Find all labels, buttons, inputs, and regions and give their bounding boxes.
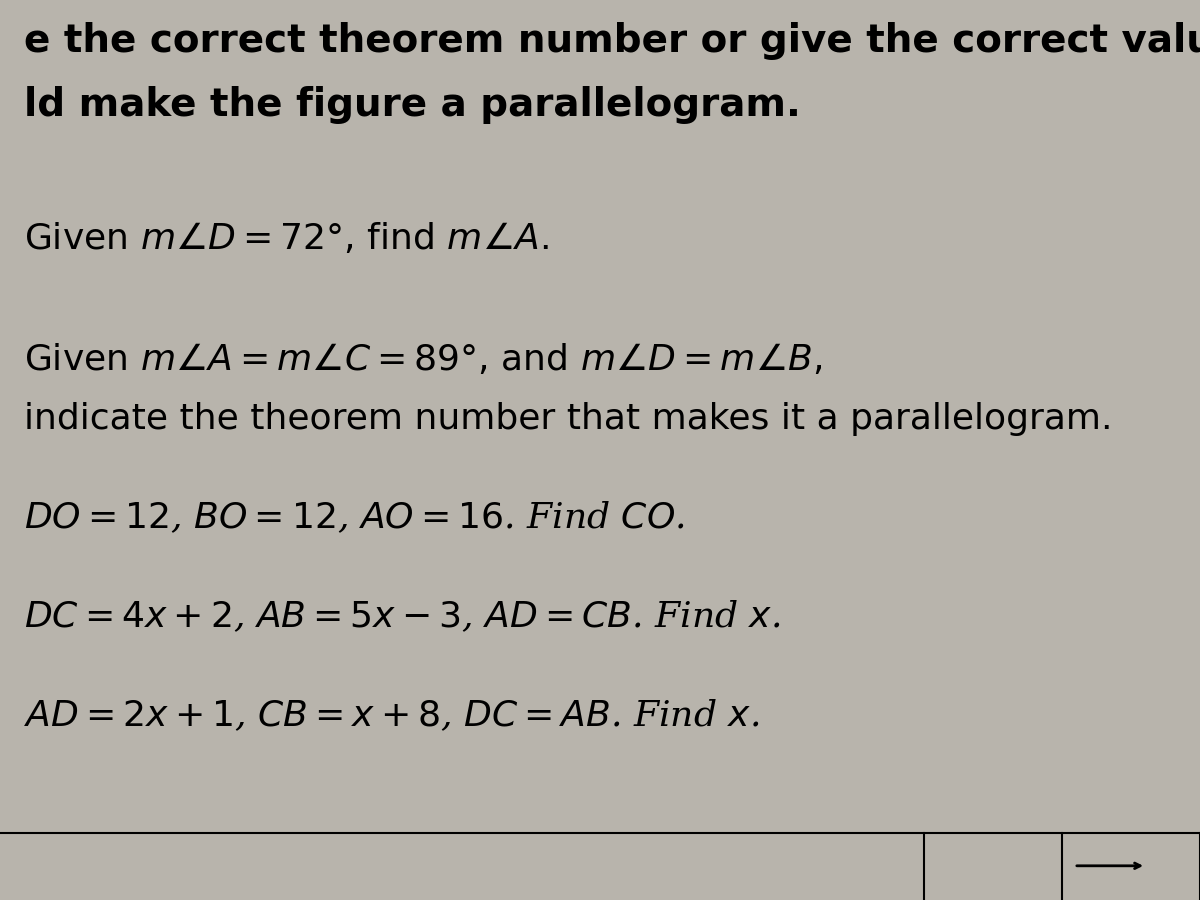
Text: Given $m\angle D = 72°$, find $m\angle A$.: Given $m\angle D = 72°$, find $m\angle A…: [24, 221, 548, 256]
Text: e the correct theorem number or give the correct value tha: e the correct theorem number or give the…: [24, 22, 1200, 60]
Text: $DO = 12$, $BO = 12$, $AO = 16$. Find $CO$.: $DO = 12$, $BO = 12$, $AO = 16$. Find $C…: [24, 500, 685, 536]
Text: Given $m\angle A = m\angle C = 89°$, and $m\angle D = m\angle B$,: Given $m\angle A = m\angle C = 89°$, and…: [24, 343, 822, 377]
Text: indicate the theorem number that makes it a parallelogram.: indicate the theorem number that makes i…: [24, 401, 1112, 436]
Text: $DC = 4x + 2$, $AB = 5x - 3$, $AD = CB$. Find $x$.: $DC = 4x + 2$, $AB = 5x - 3$, $AD = CB$.…: [24, 598, 780, 634]
Text: ld make the figure a parallelogram.: ld make the figure a parallelogram.: [24, 86, 800, 123]
Text: $AD = 2x + 1$, $CB = x + 8$, $DC = AB$. Find $x$.: $AD = 2x + 1$, $CB = x + 8$, $DC = AB$. …: [24, 698, 760, 733]
